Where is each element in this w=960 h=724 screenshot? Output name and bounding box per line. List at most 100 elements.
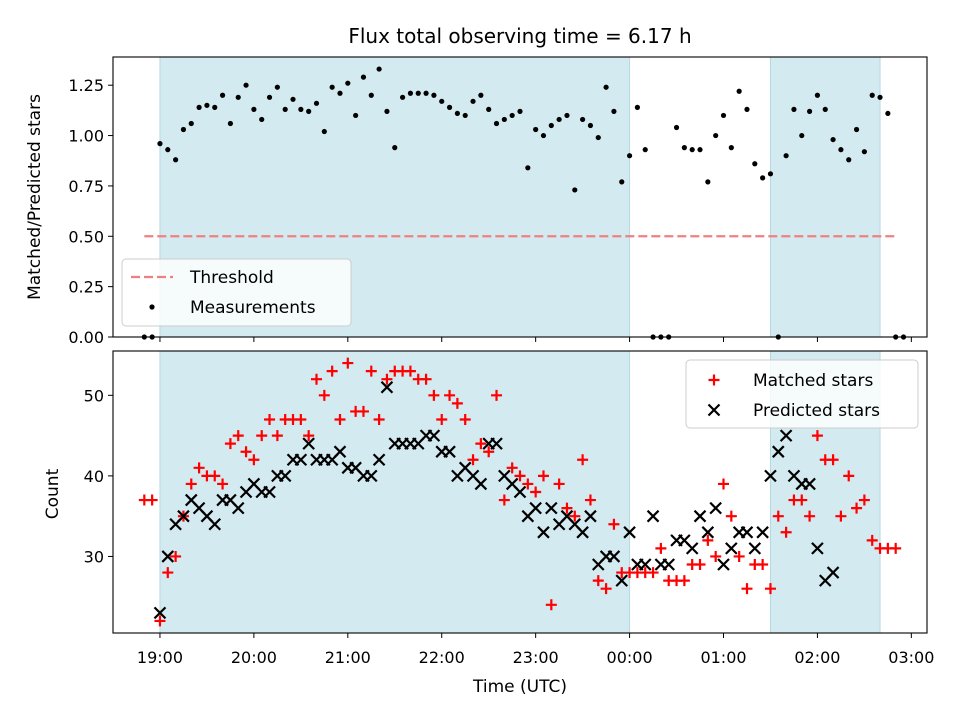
matched-point: [537, 470, 549, 482]
predicted-point: [740, 526, 754, 539]
measurement-point: [219, 92, 226, 98]
matched-point: [835, 510, 847, 522]
matched-point: [780, 526, 792, 538]
matched-point: [491, 389, 503, 401]
shaded-interval: [769, 56, 881, 338]
predicted-point: [826, 566, 840, 579]
matched-point: [256, 430, 268, 442]
matched-point: [702, 534, 714, 546]
measurement-point: [282, 106, 288, 112]
predicted-point: [490, 437, 503, 450]
measurement-point: [188, 120, 194, 127]
predicted-point: [443, 445, 456, 458]
y-tick-label: 0.25: [68, 278, 104, 297]
measurement-point: [407, 90, 414, 96]
measurement-point: [478, 92, 484, 98]
measurement-point: [517, 108, 523, 114]
measurement-point: [752, 161, 758, 167]
predicted-point: [427, 429, 441, 442]
matched-point: [381, 373, 393, 385]
measurement-point: [204, 102, 210, 108]
measurement-point: [493, 120, 500, 127]
matched-point: [725, 510, 737, 522]
matched-point: [467, 454, 479, 466]
matched-point: [318, 389, 330, 401]
x-tick-label: 23:00: [513, 648, 559, 667]
measurement-point: [173, 157, 179, 163]
measurement-point: [705, 179, 711, 185]
matched-point: [522, 478, 534, 490]
x-axis-label: Time (UTC): [472, 677, 567, 697]
measurement-point: [689, 147, 695, 153]
predicted-point: [623, 526, 636, 539]
x-tick-label: 20:00: [231, 648, 277, 667]
matched-point: [373, 413, 385, 425]
top-y-axis-label: Matched/Predicted stars: [25, 94, 45, 300]
matched-point: [890, 542, 902, 554]
measurement-point: [580, 116, 586, 123]
matched-point: [858, 494, 870, 506]
predicted-point: [764, 469, 777, 483]
measurement-point: [634, 104, 641, 110]
measurement-point: [540, 132, 547, 139]
measurement-point: [329, 84, 335, 90]
measurement-point: [446, 104, 453, 110]
matched-point: [827, 454, 839, 466]
matched-point: [553, 478, 565, 490]
matched-point: [248, 454, 260, 466]
measurement-point: [791, 106, 797, 112]
matched-point: [264, 413, 276, 425]
matched-point: [224, 438, 236, 450]
measurement-point: [462, 112, 468, 119]
legend-matched-label: Matched stars: [753, 371, 873, 391]
measurement-point: [799, 132, 805, 139]
matched-point: [804, 510, 816, 522]
measurement-point: [877, 94, 883, 100]
measurement-point: [853, 126, 860, 133]
measurement-point: [626, 153, 633, 159]
measurement-point: [486, 106, 492, 112]
matched-point: [530, 486, 542, 498]
x-tick-label: 21:00: [325, 648, 371, 667]
matched-point: [365, 365, 377, 377]
measurement-point: [595, 134, 601, 141]
measurement-point: [619, 179, 625, 185]
matched-point: [185, 478, 197, 490]
measurement-point: [587, 122, 594, 129]
matched-point: [545, 599, 557, 611]
matched-point: [655, 542, 667, 554]
chart-title: Flux total observing time = 6.17 h: [348, 24, 691, 48]
legend-measurements-swatch: [149, 304, 155, 310]
measurement-point: [345, 80, 351, 86]
matched-point: [193, 462, 205, 474]
predicted-point: [584, 509, 597, 523]
measurement-point: [454, 110, 460, 117]
matched-point: [311, 373, 322, 385]
predicted-point: [513, 485, 527, 499]
predicted-point: [576, 526, 589, 539]
predicted-point: [372, 453, 386, 467]
measurement-point: [673, 124, 680, 131]
predicted-point: [685, 542, 699, 555]
matched-point: [694, 559, 706, 571]
measurement-point: [861, 149, 867, 155]
x-tick-label: 00:00: [607, 648, 653, 667]
matched-point: [647, 567, 659, 579]
measurement-point: [509, 112, 515, 119]
matched-point: [170, 550, 182, 562]
measurement-point: [259, 116, 265, 123]
measurement-point: [274, 84, 280, 90]
matched-point: [561, 502, 573, 514]
matched-point: [146, 494, 158, 506]
measurement-point: [556, 116, 562, 123]
measurement-point: [157, 141, 163, 147]
measurement-point: [760, 175, 766, 181]
measurement-point: [720, 112, 727, 119]
matched-point: [326, 365, 338, 377]
predicted-point: [725, 542, 738, 555]
matched-point: [811, 430, 823, 442]
matched-point: [334, 413, 346, 425]
measurement-point: [744, 106, 750, 112]
predicted-point: [803, 477, 816, 491]
